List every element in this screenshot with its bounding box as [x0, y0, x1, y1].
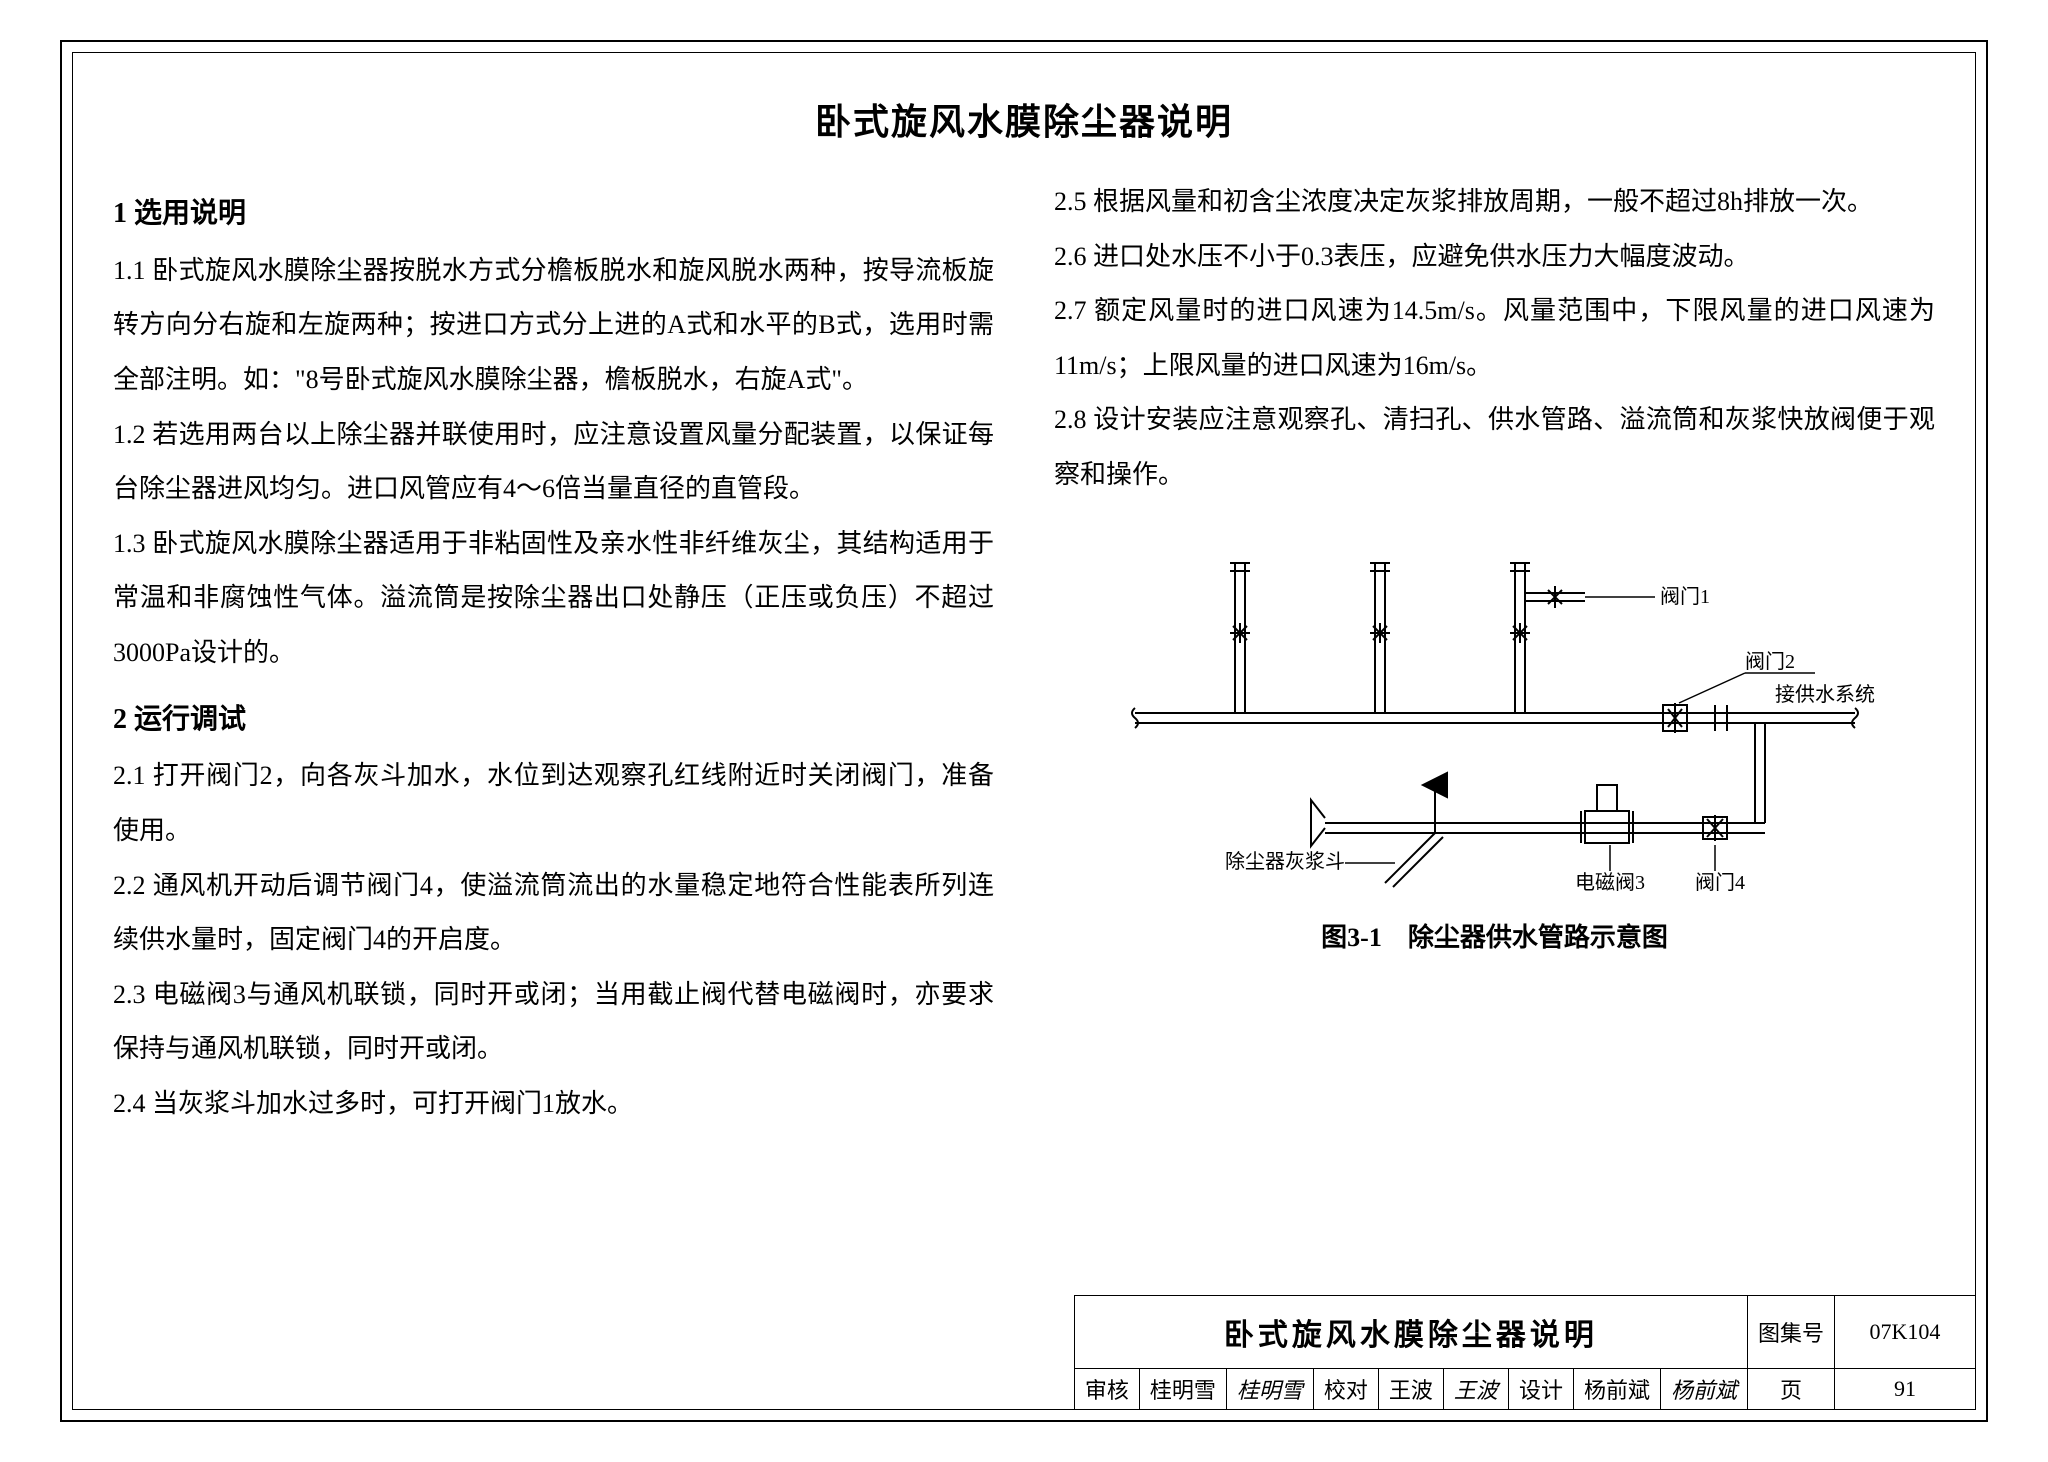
- piping-diagram-svg: 阀门1 阀门2 接供水系统 除尘器灰浆斗 电磁阀3 阀门4: [1115, 523, 1875, 893]
- review-label: 审核: [1074, 1369, 1139, 1410]
- check-name: 王波: [1378, 1369, 1443, 1410]
- section1-p3: 1.3 卧式旋风水膜除尘器适用于非粘固性及亲水性非纤维灰尘，其结构适用于常温和非…: [113, 517, 994, 681]
- figure-caption: 图3-1 除尘器供水管路示意图: [1054, 911, 1935, 966]
- design-name: 杨前斌: [1573, 1369, 1660, 1410]
- section1-p1: 1.1 卧式旋风水膜除尘器按脱水方式分檐板脱水和旋风脱水两种，按导流板旋转方向分…: [113, 244, 994, 408]
- check-label: 校对: [1313, 1369, 1378, 1410]
- section2-heading: 2 运行调试: [113, 691, 994, 750]
- page-label: 页: [1747, 1369, 1834, 1410]
- section1-heading: 1 选用说明: [113, 185, 994, 244]
- left-column: 1 选用说明 1.1 卧式旋风水膜除尘器按脱水方式分檐板脱水和旋风脱水两种，按导…: [113, 175, 994, 1132]
- section2-p3: 2.3 电磁阀3与通风机联锁，同时开或闭；当用截止阀代替电磁阀时，亦要求保持与通…: [113, 968, 994, 1077]
- label-valve2: 阀门2: [1745, 650, 1795, 673]
- section2-p7: 2.7 额定风量时的进口风速为14.5m/s。风量范围中，下限风量的进口风速为1…: [1054, 284, 1935, 393]
- section1-p2: 1.2 若选用两台以上除尘器并联使用时，应注意设置风量分配装置，以保证每台除尘器…: [113, 408, 994, 517]
- section2-p8: 2.8 设计安装应注意观察孔、清扫孔、供水管路、溢流筒和灰浆快放阀便于观察和操作…: [1054, 393, 1935, 502]
- review-name: 桂明雪: [1139, 1369, 1226, 1410]
- design-label: 设计: [1508, 1369, 1573, 1410]
- label-solenoid: 电磁阀3: [1575, 871, 1645, 893]
- label-valve4: 阀门4: [1695, 871, 1745, 893]
- body-columns: 1 选用说明 1.1 卧式旋风水膜除尘器按脱水方式分檐板脱水和旋风脱水两种，按导…: [113, 175, 1935, 1132]
- page-value: 91: [1835, 1369, 1976, 1410]
- section2-p4: 2.4 当灰浆斗加水过多时，可打开阀门1放水。: [113, 1077, 994, 1132]
- design-signature: 杨前斌: [1660, 1369, 1747, 1410]
- review-signature: 桂明雪: [1226, 1369, 1313, 1410]
- section2-p5: 2.5 根据风量和初含尘浓度决定灰浆排放周期，一般不超过8h排放一次。: [1054, 175, 1935, 230]
- document-title: 卧式旋风水膜除尘器说明: [113, 93, 1935, 145]
- title-block: 卧式旋风水膜除尘器说明 图集号 07K104 审核 桂明雪 桂明雪 校对 王波 …: [1074, 1295, 1976, 1410]
- section2-p2: 2.2 通风机开动后调节阀门4，使溢流筒流出的水量稳定地符合性能表所列连续供水量…: [113, 859, 994, 968]
- album-value: 07K104: [1835, 1296, 1976, 1369]
- figure-3-1: 阀门1 阀门2 接供水系统 除尘器灰浆斗 电磁阀3 阀门4 图3-1 除尘器供水…: [1054, 523, 1935, 966]
- inner-frame: 卧式旋风水膜除尘器说明 1 选用说明 1.1 卧式旋风水膜除尘器按脱水方式分檐板…: [72, 52, 1976, 1410]
- right-column: 2.5 根据风量和初含尘浓度决定灰浆排放周期，一般不超过8h排放一次。 2.6 …: [1054, 175, 1935, 1132]
- check-signature: 王波: [1443, 1369, 1508, 1410]
- album-label: 图集号: [1747, 1296, 1834, 1369]
- label-valve1: 阀门1: [1660, 585, 1710, 608]
- section2-p6: 2.6 进口处水压不小于0.3表压，应避免供水压力大幅度波动。: [1054, 230, 1935, 285]
- section2-p1: 2.1 打开阀门2，向各灰斗加水，水位到达观察孔红线附近时关闭阀门，准备使用。: [113, 749, 994, 858]
- label-hopper: 除尘器灰浆斗: [1225, 850, 1345, 873]
- outer-frame: 卧式旋风水膜除尘器说明 1 选用说明 1.1 卧式旋风水膜除尘器按脱水方式分檐板…: [60, 40, 1988, 1422]
- titleblock-title: 卧式旋风水膜除尘器说明: [1074, 1296, 1747, 1369]
- label-supply: 接供水系统: [1775, 683, 1875, 706]
- page: 卧式旋风水膜除尘器说明 1 选用说明 1.1 卧式旋风水膜除尘器按脱水方式分檐板…: [0, 0, 2048, 1462]
